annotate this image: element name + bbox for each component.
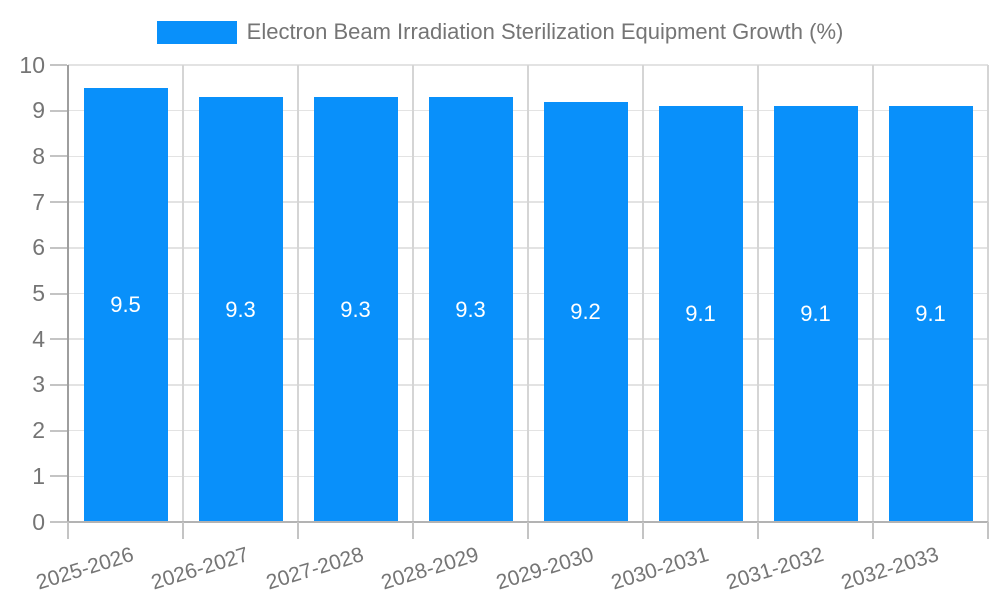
v-gridline bbox=[987, 65, 989, 522]
bar-value-label: 9.1 bbox=[800, 301, 831, 327]
v-gridline bbox=[642, 65, 644, 522]
bar-value-label: 9.3 bbox=[340, 296, 371, 322]
x-axis-tick bbox=[67, 522, 69, 539]
y-axis-tick bbox=[50, 64, 67, 66]
x-axis-tick bbox=[642, 522, 644, 539]
x-axis-line bbox=[56, 521, 988, 523]
x-axis-tick bbox=[987, 522, 989, 539]
y-axis-tick bbox=[50, 475, 67, 478]
y-axis-label: 7 bbox=[32, 188, 45, 215]
x-axis-tick bbox=[757, 522, 759, 539]
x-axis-tick bbox=[527, 522, 529, 539]
v-gridline bbox=[527, 65, 529, 522]
y-axis-label: 9 bbox=[32, 97, 45, 124]
chart-title: Electron Beam Irradiation Sterilization … bbox=[246, 19, 844, 44]
y-axis-label: 8 bbox=[32, 142, 45, 169]
v-gridline bbox=[757, 65, 759, 522]
v-gridline bbox=[872, 65, 874, 522]
bar-2030-2031: 9.1 bbox=[658, 106, 743, 522]
y-axis-label: 2 bbox=[32, 417, 45, 444]
y-axis-label: 4 bbox=[32, 325, 45, 352]
x-axis-tick bbox=[182, 522, 184, 539]
bar-value-label: 9.1 bbox=[915, 301, 946, 327]
bar-2028-2029: 9.3 bbox=[428, 97, 513, 522]
y-axis-label: 5 bbox=[32, 280, 45, 306]
bar-value-label: 9.1 bbox=[685, 301, 716, 327]
y-axis-label: 10 bbox=[19, 51, 45, 78]
y-axis-line bbox=[67, 65, 69, 522]
bar-2027-2028: 9.3 bbox=[313, 97, 398, 522]
legend-swatch bbox=[156, 20, 237, 44]
y-axis-tick bbox=[50, 292, 67, 295]
bar-value-label: 9.5 bbox=[110, 291, 141, 317]
bar-2031-2032: 9.1 bbox=[773, 106, 858, 522]
v-gridline bbox=[182, 65, 184, 522]
plot-area: 9.5 9.3 9.3 9.3 9.2 9.1 9.1 9.1 0 1 2 3 4 5 6 7 8 9 10 202… bbox=[19, 53, 989, 594]
y-axis-tick bbox=[50, 246, 67, 249]
y-axis-tick bbox=[50, 155, 67, 158]
y-axis-label: 1 bbox=[32, 462, 45, 489]
x-axis-tick bbox=[872, 522, 874, 539]
y-axis-tick bbox=[50, 429, 67, 432]
v-gridline bbox=[297, 65, 299, 522]
bar-value-label: 9.3 bbox=[455, 296, 486, 322]
bar-value-label: 9.2 bbox=[570, 298, 601, 324]
x-axis-tick bbox=[297, 522, 299, 539]
legend: Electron Beam Irradiation Sterilization … bbox=[0, 19, 1000, 45]
y-axis-label: 3 bbox=[32, 371, 45, 398]
y-axis-tick bbox=[50, 109, 67, 112]
y-axis-label: 0 bbox=[32, 508, 45, 535]
y-axis-tick bbox=[50, 383, 67, 386]
bar-2025-2026: 9.5 bbox=[83, 87, 168, 522]
v-gridline bbox=[412, 65, 414, 522]
bar-2026-2027: 9.3 bbox=[198, 97, 283, 522]
bar-2029-2030: 9.2 bbox=[543, 101, 628, 522]
x-axis-tick bbox=[412, 522, 414, 539]
y-axis-label: 6 bbox=[32, 234, 45, 261]
bar-value-label: 9.3 bbox=[225, 296, 256, 322]
y-axis-tick bbox=[50, 201, 67, 204]
bar-2032-2033: 9.1 bbox=[888, 106, 973, 522]
y-axis-tick bbox=[50, 338, 67, 341]
y-axis-tick bbox=[50, 521, 67, 523]
